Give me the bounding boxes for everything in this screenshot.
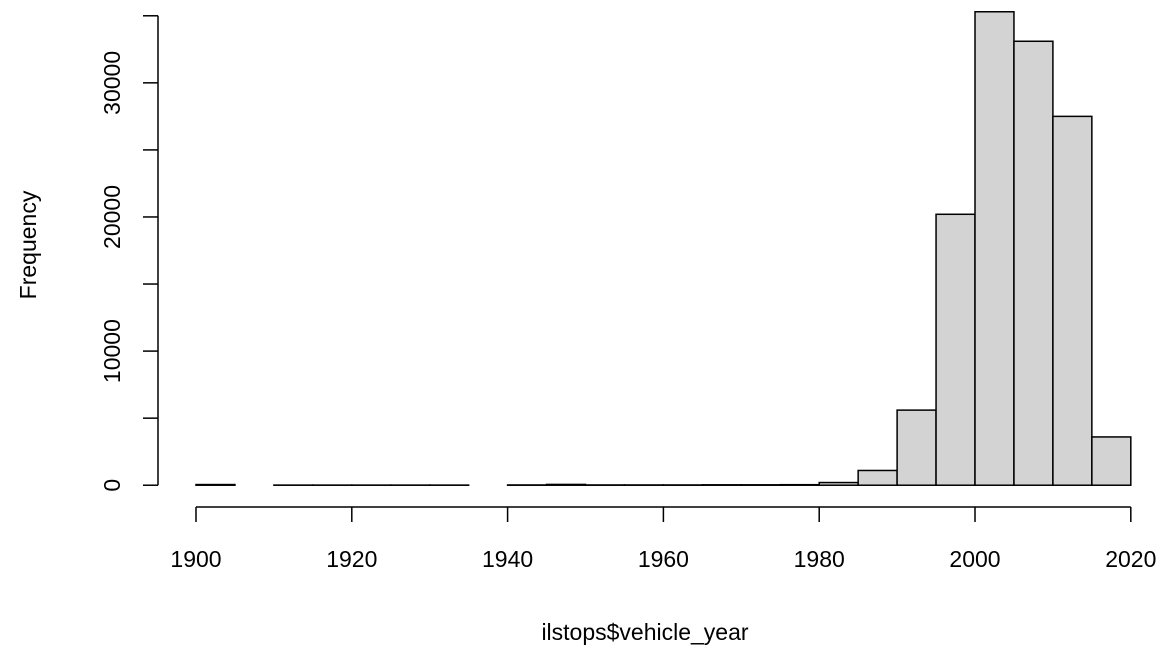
bar <box>818 481 859 486</box>
y-tick-label: 10000 <box>99 319 125 383</box>
bar <box>974 11 1015 486</box>
y-tick-label: 30000 <box>99 51 125 115</box>
bar <box>545 483 587 486</box>
x-tick-label: 1900 <box>170 546 221 572</box>
x-tick-label: 2020 <box>1105 546 1156 572</box>
bar <box>857 469 898 486</box>
x-tick-label: 1980 <box>794 546 845 572</box>
y-tick-label: 20000 <box>99 185 125 249</box>
bar <box>1013 40 1054 486</box>
x-tick-label: 1960 <box>638 546 689 572</box>
x-tick-label: 2000 <box>949 546 1000 572</box>
x-tick-label: 1920 <box>326 546 377 572</box>
x-tick-label: 1940 <box>482 546 533 572</box>
bar <box>779 483 820 486</box>
bar <box>1091 436 1132 486</box>
y-tick-label: 0 <box>99 479 125 492</box>
y-axis-label: Frequency <box>15 190 41 299</box>
bar <box>935 213 976 486</box>
bar <box>195 483 236 486</box>
x-axis-label: ilstops$vehicle_year <box>541 619 748 645</box>
bar <box>896 409 937 486</box>
bar <box>1052 115 1093 486</box>
